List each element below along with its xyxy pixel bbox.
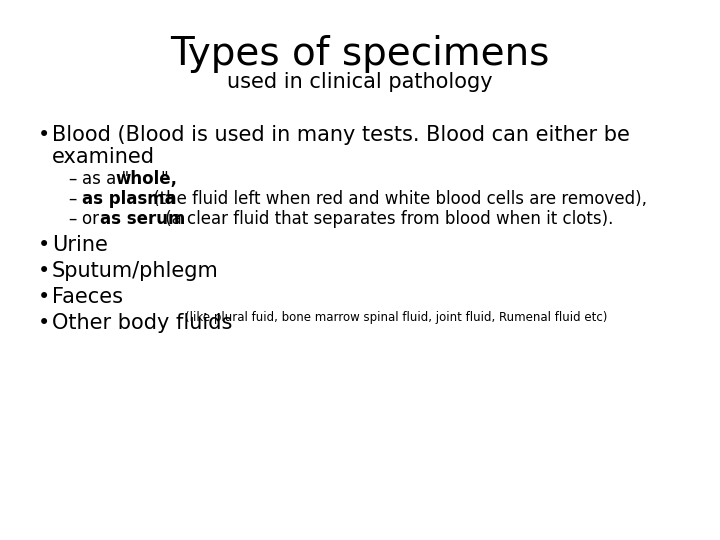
Text: ": " <box>160 170 168 188</box>
Text: –: – <box>68 190 76 208</box>
Text: whole,: whole, <box>115 170 177 188</box>
Text: (the fluid left when red and white blood cells are removed),: (the fluid left when red and white blood… <box>148 190 647 208</box>
Text: as serum: as serum <box>100 210 185 228</box>
Text: Sputum/phlegm: Sputum/phlegm <box>52 261 219 281</box>
Text: •: • <box>38 125 50 145</box>
Text: or: or <box>82 210 104 228</box>
Text: examined: examined <box>52 147 155 167</box>
Text: Blood (Blood is used in many tests. Blood can either be: Blood (Blood is used in many tests. Bloo… <box>52 125 630 145</box>
Text: •: • <box>38 261 50 281</box>
Text: •: • <box>38 313 50 333</box>
Text: Urine: Urine <box>52 235 108 255</box>
Text: –: – <box>68 170 76 188</box>
Text: Other body fluids: Other body fluids <box>52 313 233 333</box>
Text: Types of specimens: Types of specimens <box>171 35 549 73</box>
Text: •: • <box>38 287 50 307</box>
Text: as plasma: as plasma <box>82 190 176 208</box>
Text: used in clinical pathology: used in clinical pathology <box>228 72 492 92</box>
Text: (a clear fluid that separates from blood when it clots).: (a clear fluid that separates from blood… <box>160 210 613 228</box>
Text: Faeces: Faeces <box>52 287 123 307</box>
Text: –: – <box>68 210 76 228</box>
Text: as a ": as a " <box>82 170 130 188</box>
Text: (like plural fuid, bone marrow spinal fluid, joint fluid, Rumenal fluid etc): (like plural fuid, bone marrow spinal fl… <box>185 311 608 324</box>
Text: •: • <box>38 235 50 255</box>
